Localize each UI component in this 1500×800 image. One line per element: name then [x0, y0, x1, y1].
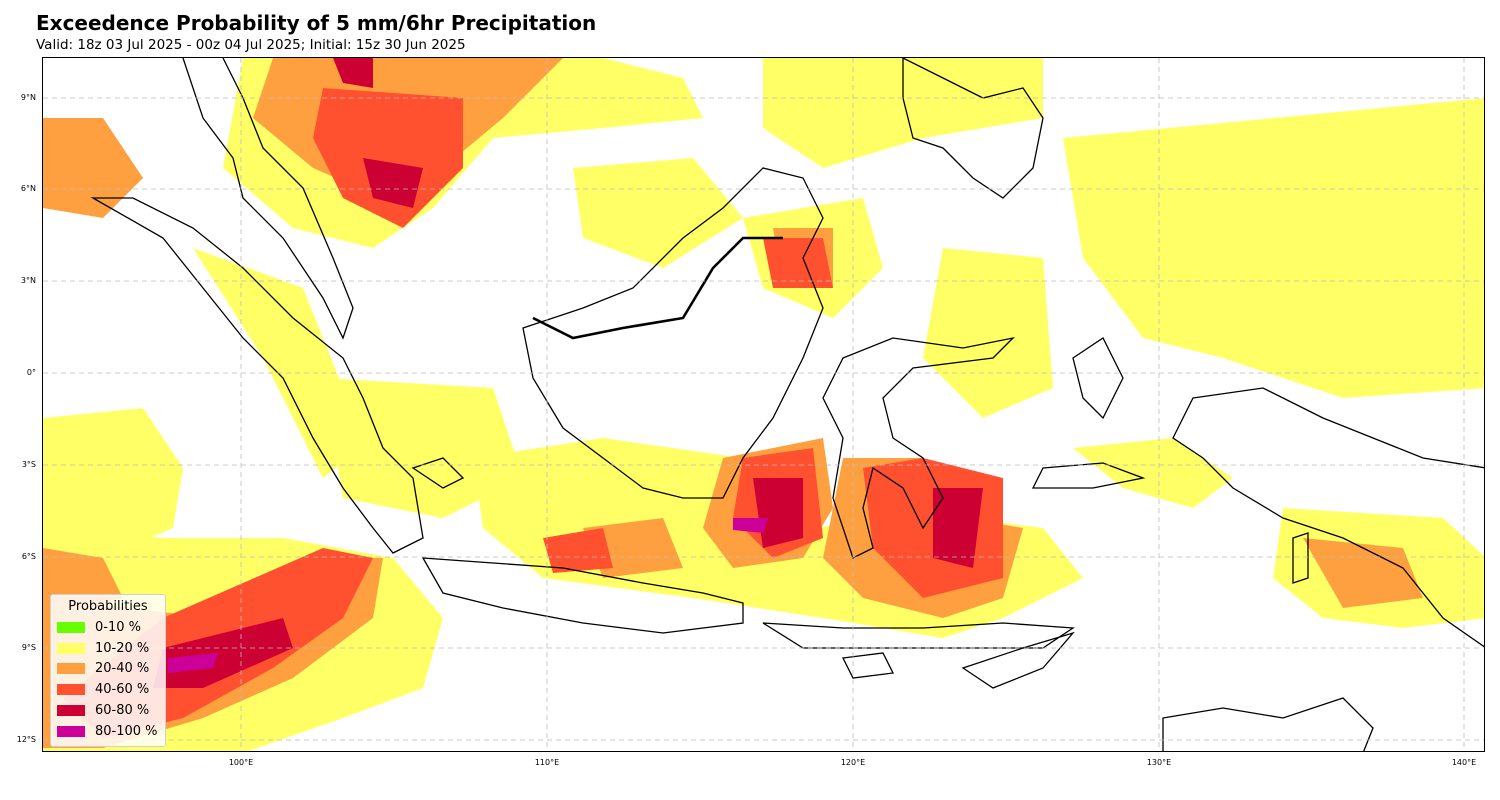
border-borneo [532, 236, 783, 340]
prob-field [1063, 98, 1484, 398]
legend-item-0-10: 0-10 % [55, 617, 161, 638]
lat-tick-3n: 3°N [20, 276, 36, 285]
legend-swatch [57, 725, 85, 737]
prob-field [43, 118, 143, 218]
prob-field [753, 478, 803, 548]
legend-item-60-80: 60-80 % [55, 700, 161, 721]
prob-field [193, 248, 373, 478]
coastline-sumatra [90, 197, 424, 554]
legend-swatch [57, 621, 85, 633]
lat-tick-0: 0° [26, 368, 36, 377]
prob-field [1073, 438, 1233, 508]
legend-title: Probabilities [68, 599, 148, 614]
prob-field [333, 58, 373, 88]
gridlines [43, 58, 1484, 751]
lat-tick-6s: 6°S [21, 552, 36, 561]
coastlines [90, 58, 1484, 751]
legend-item-10-20: 10-20 % [55, 638, 161, 659]
precipitation-map [43, 58, 1484, 751]
lon-tick-140e: 140°E [1451, 758, 1477, 767]
legend-label: 20-40 % [95, 661, 150, 677]
prob-field [923, 248, 1053, 418]
coastline-philippines [902, 58, 1044, 199]
prob-80-100-layer [168, 518, 768, 673]
lat-tick-6n: 6°N [20, 184, 36, 193]
lat-tick-3s: 3°S [21, 460, 36, 469]
legend-label: 60-80 % [95, 703, 150, 719]
coastline-sulawesi [822, 336, 1015, 559]
prob-field [1303, 538, 1423, 608]
map-title: Exceedence Probability of 5 mm/6hr Preci… [36, 11, 597, 35]
coastline-bangka [411, 457, 465, 489]
legend-swatch [57, 663, 85, 675]
prob-field [323, 378, 523, 518]
legend-label: 80-100 % [95, 723, 158, 739]
lat-tick-9s: 9°S [21, 643, 36, 652]
legend: Probabilities 0-10 % 10-20 % 20-40 % 40-… [50, 594, 166, 747]
coastline-seram [1031, 462, 1146, 489]
prob-field [43, 408, 183, 558]
legend-swatch [57, 705, 85, 717]
coastline-timor [961, 631, 1075, 689]
legend-item-80-100: 80-100 % [55, 721, 161, 742]
legend-label: 0-10 % [95, 619, 141, 635]
legend-label: 10-20 % [95, 640, 150, 656]
legend-item-40-60: 40-60 % [55, 679, 161, 700]
coastline-halmahera [1072, 337, 1124, 420]
coastline-malay-peninsula [182, 58, 354, 340]
map-subtitle: Valid: 18z 03 Jul 2025 - 00z 04 Jul 2025… [36, 37, 466, 53]
coastline-australia-north [1162, 697, 1374, 751]
prob-field [933, 488, 983, 568]
lon-tick-100e: 100°E [228, 758, 254, 767]
prob-field [763, 58, 1043, 168]
prob-field [733, 518, 768, 533]
lon-tick-130e: 130°E [1146, 758, 1172, 767]
legend-swatch [57, 684, 85, 696]
prob-field [168, 653, 218, 673]
prob-field [763, 238, 833, 288]
legend-item-20-40: 20-40 % [55, 659, 161, 680]
prob-field [313, 88, 463, 228]
lat-tick-9n: 9°N [20, 93, 36, 102]
coastline-borneo [522, 167, 824, 499]
map-panel [42, 57, 1485, 752]
coastline-new-guinea [1172, 387, 1484, 648]
prob-field [573, 158, 743, 268]
lon-tick-120e: 120°E [840, 758, 866, 767]
prob-field [543, 528, 613, 573]
legend-swatch [57, 642, 85, 654]
coastline-aru [1292, 532, 1309, 584]
coastline-java [421, 557, 744, 634]
lon-tick-110e: 110°E [534, 758, 560, 767]
lat-tick-12s: 12°S [16, 735, 36, 744]
prob-60-80-layer [153, 58, 983, 688]
coastline-sumba [842, 652, 894, 679]
legend-label: 40-60 % [95, 682, 150, 698]
prob-field [363, 158, 423, 208]
